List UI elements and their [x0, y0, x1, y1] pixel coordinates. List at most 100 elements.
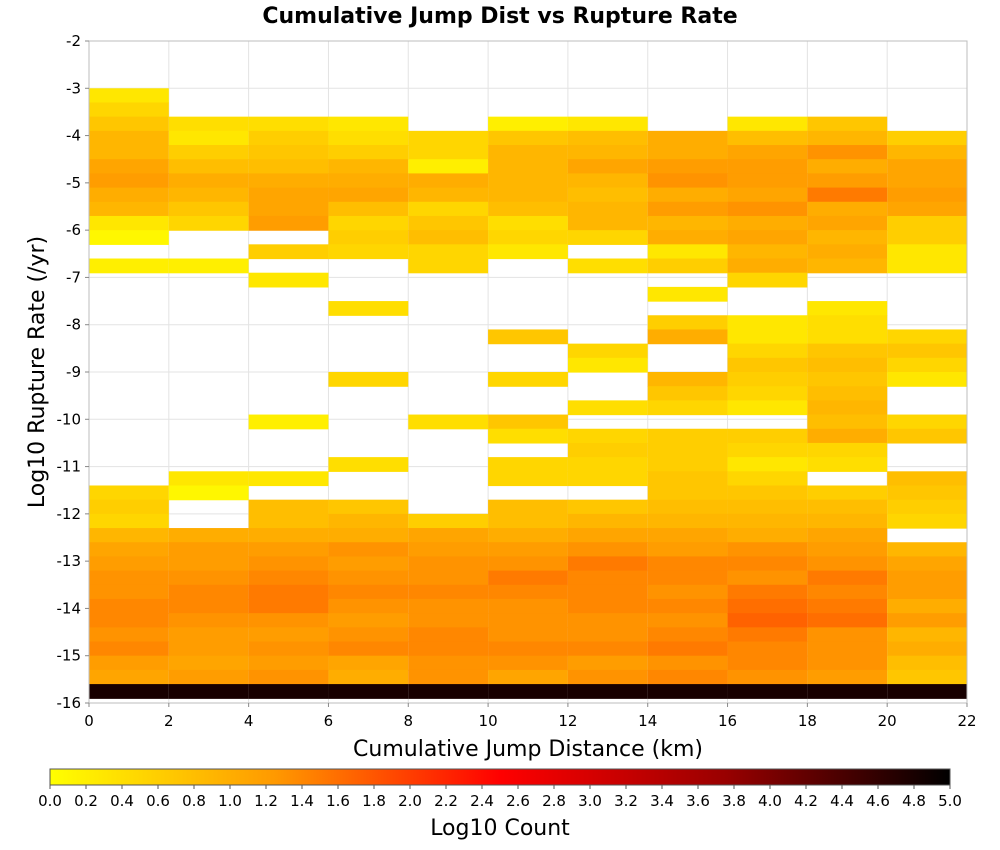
heatmap-cell: [168, 542, 249, 558]
colorbar: [49, 768, 951, 786]
heatmap-cell: [328, 499, 409, 515]
heatmap-cell: [168, 215, 249, 231]
heatmap-cell: [89, 159, 169, 174]
heatmap-cell: [567, 428, 648, 444]
heatmap-cell: [89, 528, 169, 543]
heatmap-cell: [567, 357, 648, 373]
heatmap-cell: [647, 613, 728, 628]
heatmap-cell: [89, 584, 169, 600]
heatmap-cell: [328, 173, 409, 189]
heatmap-cell: [807, 641, 888, 657]
heatmap-cell: [647, 669, 728, 685]
heatmap-cell: [727, 485, 808, 501]
x-tick-label: 14: [638, 712, 657, 730]
heatmap-cell: [89, 655, 169, 671]
colorbar-tick-label: 3.4: [650, 792, 674, 810]
heatmap-cell: [328, 598, 409, 614]
heatmap-cell: [168, 201, 249, 217]
heatmap-cell: [248, 471, 329, 487]
colorbar-tick-label: 4.6: [866, 792, 890, 810]
heatmap-cell: [488, 130, 568, 146]
heatmap-cell: [647, 173, 728, 189]
heatmap-cell: [647, 329, 728, 345]
x-tick-label: 20: [878, 712, 897, 730]
heatmap-cell: [887, 556, 967, 572]
heatmap-cell: [89, 598, 169, 614]
heatmap-cell: [647, 598, 728, 614]
heatmap-cell: [328, 655, 409, 671]
heatmap-cell: [887, 499, 967, 515]
heatmap-cell: [727, 215, 808, 231]
heatmap-cell: [807, 570, 888, 586]
heatmap-cell: [647, 215, 728, 231]
heatmap-cell: [328, 556, 409, 572]
heatmap-cell: [408, 215, 489, 231]
heatmap-cell: [887, 329, 967, 345]
heatmap-cell: [488, 627, 568, 643]
heatmap-cell: [567, 442, 648, 458]
heatmap-cell: [89, 145, 169, 160]
heatmap-cell: [887, 655, 967, 671]
y-tick-label: -5: [66, 174, 81, 192]
heatmap-cell: [248, 627, 329, 643]
heatmap-cell: [727, 329, 808, 345]
heatmap-cell: [89, 641, 169, 657]
heatmap-cell: [89, 485, 169, 501]
heatmap-cell: [647, 442, 728, 458]
heatmap-cell: [807, 244, 888, 260]
heatmap-cell: [408, 258, 489, 274]
heatmap-cell: [807, 613, 888, 628]
heatmap-cell: [727, 499, 808, 515]
colorbar-tick-label: 2.2: [434, 792, 458, 810]
colorbar-tick-label: 3.0: [578, 792, 602, 810]
colorbar-tick-label: 3.2: [614, 792, 638, 810]
heatmap-cell: [408, 513, 489, 529]
y-tick-label: -7: [66, 268, 81, 286]
heatmap-cell: [248, 244, 329, 260]
heatmap-cell: [647, 499, 728, 515]
heatmap-cell: [647, 201, 728, 217]
heatmap-cell: [408, 627, 489, 643]
heatmap-cell: [408, 230, 489, 245]
heatmap-cell: [248, 556, 329, 572]
heatmap-cell: [727, 159, 808, 174]
heatmap-cell: [647, 684, 728, 699]
heatmap-cell: [887, 215, 967, 231]
heatmap-cell: [168, 627, 249, 643]
heatmap-cell: [727, 471, 808, 487]
heatmap-cell: [807, 655, 888, 671]
heatmap-cell: [647, 570, 728, 586]
heatmap-cell: [807, 485, 888, 501]
heatmap-cell: [807, 542, 888, 558]
heatmap-cell: [887, 230, 967, 245]
heatmap-cell: [408, 130, 489, 146]
colorbar-tick-label: 2.8: [542, 792, 566, 810]
heatmap-cell: [647, 471, 728, 487]
heatmap-cell: [168, 613, 249, 628]
heatmap-cell: [807, 499, 888, 515]
heatmap-cell: [488, 570, 568, 586]
heatmap-cell: [727, 116, 808, 132]
heatmap-cell: [89, 173, 169, 189]
heatmap-cell: [647, 627, 728, 643]
heatmap-cell: [727, 655, 808, 671]
heatmap-cell: [89, 499, 169, 515]
heatmap-cell: [567, 684, 648, 699]
heatmap-cell: [727, 187, 808, 203]
heatmap-cell: [807, 315, 888, 331]
heatmap-cell: [567, 613, 648, 628]
heatmap-cell: [807, 159, 888, 174]
heatmap-cell: [727, 258, 808, 274]
heatmap-cell: [807, 669, 888, 685]
heatmap-cell: [408, 145, 489, 160]
heatmap-cell: [567, 130, 648, 146]
heatmap-cell: [727, 584, 808, 600]
heatmap-cell: [168, 159, 249, 174]
heatmap-cell: [89, 88, 169, 104]
heatmap-cell: [248, 159, 329, 174]
heatmap-cell: [89, 187, 169, 203]
heatmap-cell: [807, 457, 888, 472]
heatmap-cell: [727, 556, 808, 572]
heatmap-cell: [727, 570, 808, 586]
heatmap-cell: [328, 201, 409, 217]
